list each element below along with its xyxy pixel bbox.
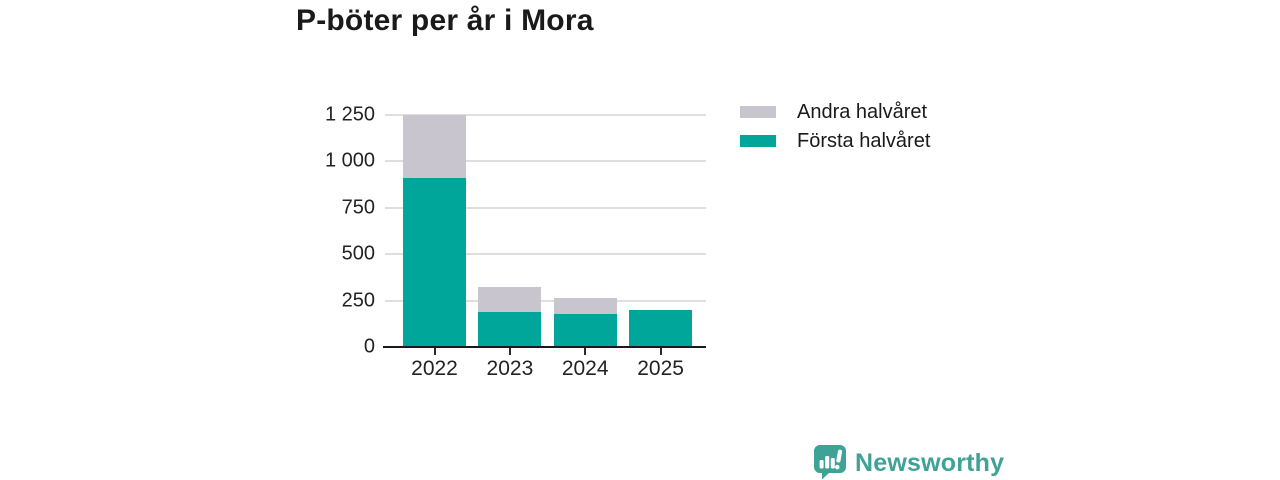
bar-segment-andra-halv-ret-2024: [553, 297, 617, 314]
y-axis-tick-label: 500: [341, 242, 375, 265]
y-axis-tick-label: 750: [341, 196, 375, 219]
legend-label-forsta-halvaret: Första halvåret: [797, 129, 931, 152]
gridline-500: [385, 253, 706, 256]
brand-name: Newsworthy: [855, 449, 1005, 477]
y-axis-tick-label: 250: [341, 289, 375, 312]
gridline-750: [385, 206, 706, 209]
bar-segment-f-rsta-halv-ret-2024: [553, 313, 617, 347]
x-axis-label-2022: 2022: [411, 357, 458, 380]
legend-item-andra-halvaret: Andra halvåret: [740, 101, 930, 123]
x-axis-tick: [659, 348, 662, 355]
legend-swatch-andra-halvaret: [740, 106, 776, 118]
x-axis-tick: [584, 348, 587, 355]
legend-label-andra-halvaret: Andra halvåret: [797, 100, 928, 123]
bar-segment-f-rsta-halv-ret-2022: [403, 178, 466, 347]
x-axis-label-2025: 2025: [637, 357, 684, 380]
x-axis-tick: [433, 348, 436, 355]
x-axis-label-2023: 2023: [486, 357, 534, 380]
y-axis-tick-label: 1 000: [324, 149, 375, 172]
gridline-1250: [385, 114, 706, 116]
x-axis-line: [383, 346, 706, 348]
chart-title: P-böter per år i Mora: [296, 4, 594, 37]
bar-segment-f-rsta-halv-ret-2023: [478, 311, 542, 347]
x-axis-tick: [508, 348, 511, 355]
brand-logo: Newsworthy: [812, 443, 1004, 480]
bar-segment-andra-halv-ret-2023: [478, 286, 542, 312]
bar-segment-andra-halv-ret-2022: [403, 115, 466, 179]
y-axis-tick-label: 1 250: [324, 103, 375, 126]
legend: Andra halvåret Första halvåret: [740, 101, 930, 152]
newsworthy-bubble-chart-icon: [812, 443, 848, 480]
legend-item-forsta-halvaret: Första halvåret: [740, 130, 930, 152]
gridline-250: [385, 299, 706, 302]
x-axis-label-2024: 2024: [561, 357, 609, 380]
y-axis-tick-label: 0: [363, 335, 375, 358]
gridline-1000: [385, 160, 706, 163]
legend-swatch-forsta-halvaret: [740, 135, 776, 147]
bar-segment-f-rsta-halv-ret-2025: [629, 309, 693, 347]
